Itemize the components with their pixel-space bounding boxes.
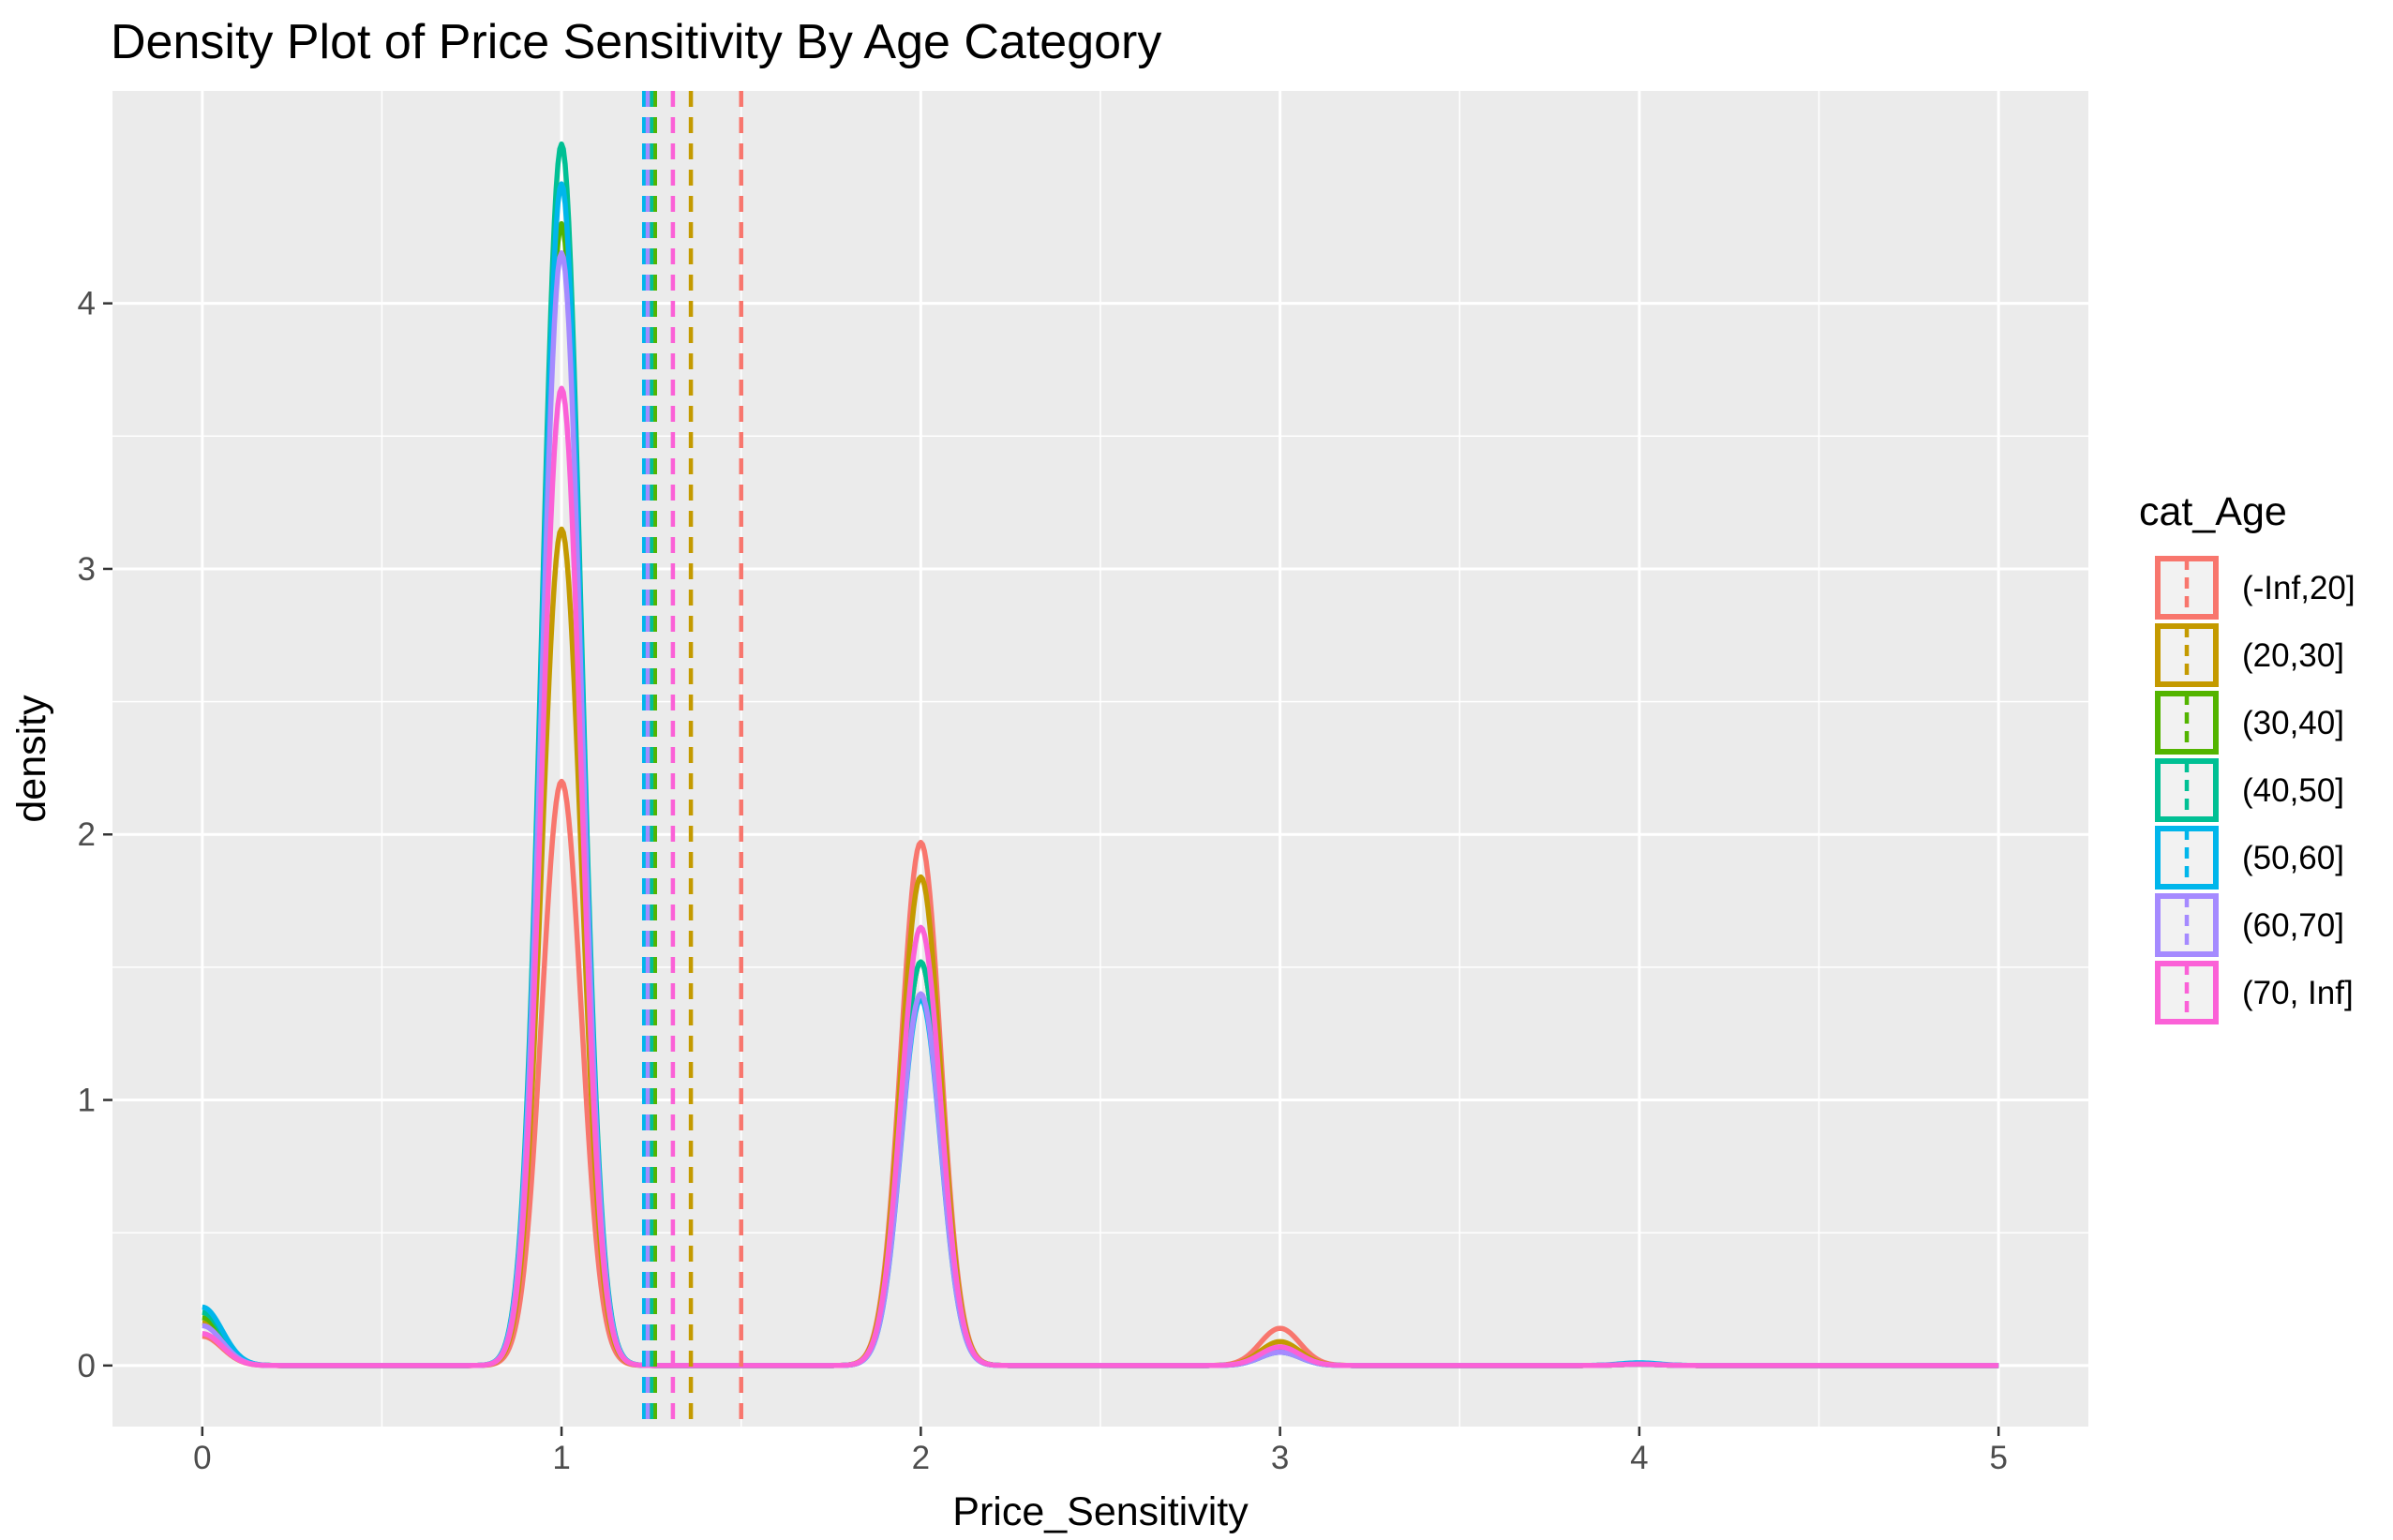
legend: cat_Age (-Inf,20] (20,30] (30,40] (40,50] (5…	[2139, 489, 2356, 1024]
legend-title: cat_Age	[2139, 489, 2287, 534]
legend-label: (-Inf,20]	[2242, 570, 2356, 606]
y-tick-label: 3	[78, 551, 96, 588]
legend-item: (70, Inf]	[2155, 961, 2354, 1024]
legend-items: (-Inf,20] (20,30] (30,40] (40,50] (50,60] (60…	[2155, 556, 2356, 1024]
legend-item: (40,50]	[2155, 758, 2344, 822]
x-tick-label: 2	[912, 1440, 930, 1476]
y-axis-title: density	[9, 695, 54, 823]
legend-label: (60,70]	[2242, 907, 2344, 944]
legend-label: (20,30]	[2242, 637, 2344, 674]
density-curve	[201, 385, 2000, 1368]
legend-item: (50,60]	[2155, 826, 2344, 890]
legend-item: (60,70]	[2155, 893, 2344, 957]
y-tick-label: 1	[78, 1083, 96, 1119]
legend-label: (30,40]	[2242, 705, 2344, 741]
y-tick-label: 0	[78, 1348, 96, 1384]
x-axis-title: Price_Sensitivity	[952, 1489, 1249, 1534]
legend-item: (30,40]	[2155, 691, 2344, 755]
x-tick-label: 5	[1989, 1440, 2007, 1476]
x-tick-label: 0	[193, 1440, 211, 1476]
x-tick-label: 1	[552, 1440, 570, 1476]
density-curves	[201, 141, 2000, 1368]
x-tick-label: 4	[1630, 1440, 1648, 1476]
chart-title: Density Plot of Price Sensitivity By Age…	[111, 15, 1161, 69]
x-tick-label: 3	[1271, 1440, 1289, 1476]
mean-lines	[641, 91, 743, 1427]
y-tick-label: 4	[78, 286, 96, 322]
legend-item: (-Inf,20]	[2155, 556, 2356, 620]
legend-label: (70, Inf]	[2242, 975, 2354, 1011]
legend-item: (20,30]	[2155, 623, 2344, 687]
y-axis-ticks: 0 1 2 3 4	[78, 286, 112, 1384]
legend-label: (50,60]	[2242, 840, 2344, 876]
x-axis-ticks: 0 1 2 3 4 5	[193, 1427, 2008, 1476]
minor-gridlines	[112, 91, 2088, 1427]
y-tick-label: 2	[78, 816, 96, 853]
legend-label: (40,50]	[2242, 772, 2344, 809]
